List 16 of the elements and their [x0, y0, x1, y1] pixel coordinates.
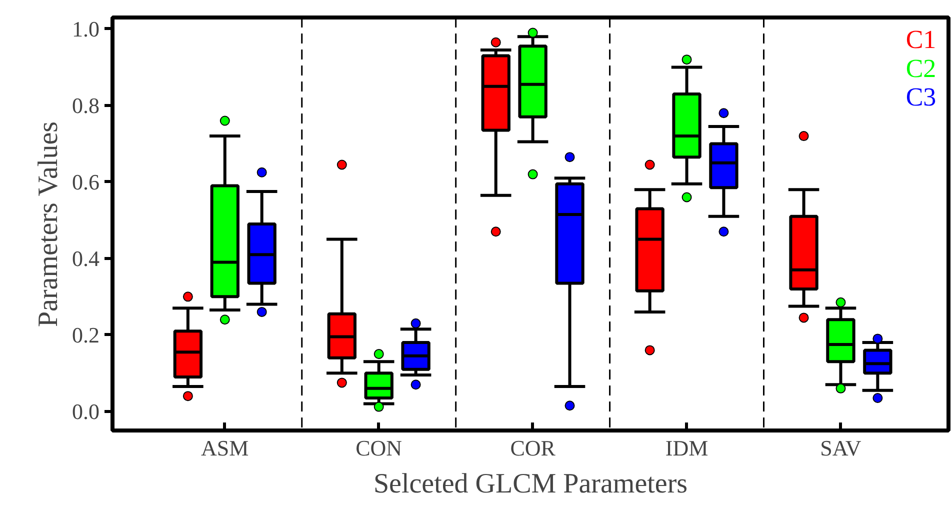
text: C2	[906, 54, 936, 83]
y-tick-label: 0.6	[72, 169, 100, 194]
text: C1	[906, 25, 936, 54]
x-tick-label: CON	[356, 436, 402, 460]
y-tick-label: 0.4	[72, 246, 100, 271]
y-axis-title: Parameters Values	[33, 121, 64, 328]
y-tick-label: 0.0	[72, 398, 100, 424]
x-tick-label: COR	[510, 436, 556, 460]
y-tick-label: 1.0	[72, 16, 100, 42]
x-tick-label: IDM	[665, 436, 708, 460]
text: C3	[906, 82, 936, 112]
y-tick-label: 0.2	[72, 322, 100, 348]
x-tick-label: ASM	[201, 436, 249, 460]
x-tick-label: SAV	[820, 436, 862, 460]
y-tick-label: 0.8	[72, 92, 100, 118]
x-axis-title: Selceted GLCM Parameters	[373, 468, 688, 500]
